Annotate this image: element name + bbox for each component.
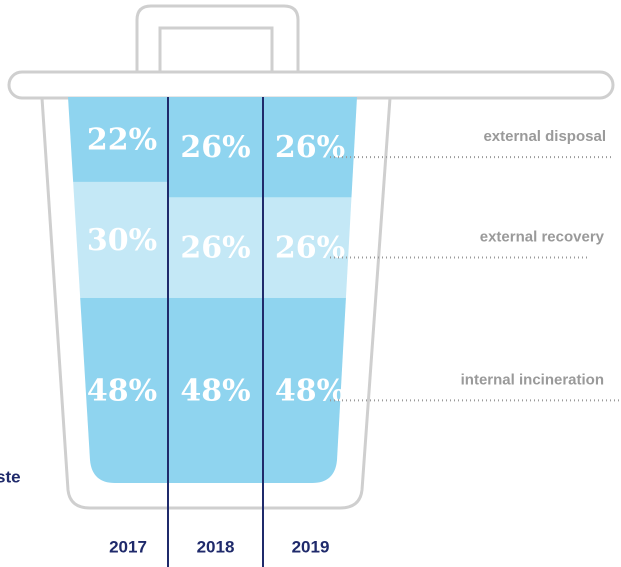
- value-label: 26%: [180, 130, 250, 165]
- bar-segment: [263, 197, 357, 298]
- bar-segment: [263, 97, 357, 198]
- legend-label: external recovery: [480, 229, 605, 246]
- value-label: 30%: [87, 223, 157, 258]
- legend-label: external disposal: [483, 128, 606, 145]
- value-label: 26%: [275, 130, 345, 165]
- bar-segment: [168, 197, 263, 298]
- legend-label: internal incineration: [461, 371, 604, 388]
- value-label: 26%: [275, 231, 345, 266]
- bar-segment: [168, 297, 263, 483]
- bar-segment: [68, 97, 168, 182]
- x-tick-label: 2019: [292, 537, 330, 556]
- bar-segment: [168, 97, 263, 198]
- value-label: 22%: [87, 122, 157, 157]
- value-label: 26%: [180, 231, 250, 266]
- bar-segment: [68, 181, 168, 298]
- value-label: 48%: [180, 373, 250, 408]
- value-label: 48%: [87, 373, 157, 408]
- value-label: 48%: [275, 373, 345, 408]
- x-tick-label: 2017: [109, 537, 147, 556]
- x-tick-label: 2018: [197, 537, 235, 556]
- annotation: ste: [0, 467, 21, 486]
